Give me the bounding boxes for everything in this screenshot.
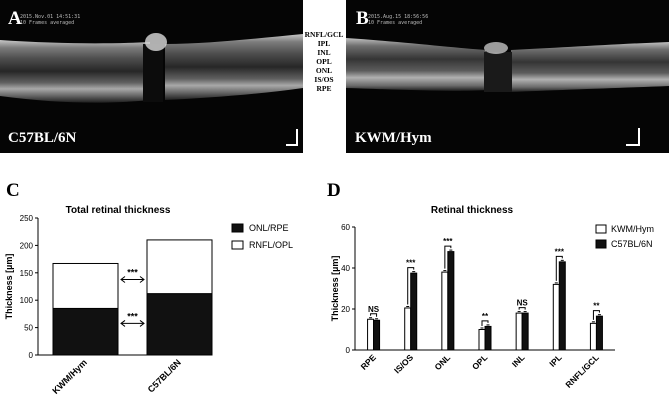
bar-segment xyxy=(52,262,119,309)
x-tick-label: IPL xyxy=(547,352,563,368)
y-tick-label: 250 xyxy=(20,214,34,223)
significance-bracket xyxy=(407,267,415,305)
x-tick-label: INL xyxy=(510,352,527,369)
bar xyxy=(373,319,381,351)
bar xyxy=(595,315,603,351)
oct-scan-graphic xyxy=(0,33,303,146)
x-tick-label: RPE xyxy=(359,352,379,372)
arrow-head-left xyxy=(120,276,126,283)
significance-label: *** xyxy=(127,311,138,321)
significance-bracket xyxy=(555,255,563,281)
significance-label: *** xyxy=(443,237,453,246)
x-tick-label: RNFL/GCL xyxy=(563,352,600,389)
significance-bracket xyxy=(444,245,452,269)
oct-image-kwmhym xyxy=(346,0,669,153)
layer-label: RPE xyxy=(316,84,332,93)
significance-label: NS xyxy=(368,305,380,314)
y-tick-label: 100 xyxy=(20,296,34,305)
y-tick-label: 60 xyxy=(341,223,350,232)
strain-label-c57bl6n: C57BL/6N xyxy=(8,130,77,146)
chart-retinal-thickness: Retinal thickness Thickness [µm] 0 20 40 60 NS… xyxy=(330,205,654,390)
y-axis-label: Thickness [µm] xyxy=(330,256,340,322)
panel-letter-a: A xyxy=(8,8,22,29)
oct-timestamp-a: 2015.Nov.01 14:51:31 10 Frames averaged xyxy=(20,14,81,26)
oct-scan-graphic xyxy=(346,38,669,146)
x-tick-label: C57BL/6N xyxy=(146,357,183,394)
x-tick-label: KWM/Hym xyxy=(50,357,89,396)
oct-image-c57bl6n xyxy=(0,0,303,153)
bar xyxy=(367,318,375,351)
strain-label-kwmhym: KWM/Hym xyxy=(355,130,432,146)
oct-timestamp-b: 2015.Aug.15 18:56:56 10 Frames averaged xyxy=(368,14,429,26)
layer-label: RNFL/GCL xyxy=(304,30,344,39)
arrow-head-left xyxy=(120,320,126,327)
layer-label: IPL xyxy=(317,39,331,48)
legend-label: KWM/Hym xyxy=(611,224,654,234)
panel-letter-b: B xyxy=(356,8,369,29)
legend-swatch xyxy=(595,239,607,249)
legend-label: ONL/RPE xyxy=(249,223,289,233)
layer-label: IS/OS xyxy=(314,75,334,84)
significance-bracket xyxy=(370,313,378,317)
y-tick-label: 0 xyxy=(29,351,34,360)
significance-bracket xyxy=(592,310,600,320)
significance-label: *** xyxy=(555,247,565,256)
bar xyxy=(447,251,455,351)
bar-segment xyxy=(52,307,119,356)
layer-label: INL xyxy=(317,48,331,57)
significance-label: NS xyxy=(517,299,529,308)
bar xyxy=(410,272,418,351)
x-tick-label: ONL xyxy=(433,352,453,372)
bar xyxy=(552,283,560,351)
panel-letter-c: C xyxy=(6,180,20,201)
bar xyxy=(515,312,523,351)
y-tick-label: 50 xyxy=(24,324,33,333)
y-tick-label: 40 xyxy=(341,264,350,273)
arrow-head-right xyxy=(139,276,145,283)
arrow-head-right xyxy=(139,320,145,327)
legend-swatch xyxy=(231,223,244,233)
bar xyxy=(484,325,492,351)
bar-segment xyxy=(146,293,213,356)
y-tick-label: 150 xyxy=(20,269,34,278)
bar xyxy=(441,271,449,351)
significance-label: *** xyxy=(127,267,138,277)
bar-segment xyxy=(146,239,213,295)
bar xyxy=(558,261,566,351)
legend-swatch xyxy=(595,224,607,234)
significance-bracket xyxy=(518,307,526,310)
legend-label: C57BL/6N xyxy=(611,239,653,249)
bar xyxy=(404,307,412,351)
y-tick-label: 200 xyxy=(20,241,34,250)
chart-title: Total retinal thickness xyxy=(66,205,171,216)
chart-title: Retinal thickness xyxy=(431,205,514,216)
x-tick-label: IS/OS xyxy=(392,352,415,375)
layer-label: OPL xyxy=(316,57,332,66)
y-tick-label: 0 xyxy=(346,346,351,355)
significance-label: *** xyxy=(406,259,416,268)
bar xyxy=(478,329,486,351)
x-tick-label: OPL xyxy=(470,352,489,371)
y-tick-label: 20 xyxy=(341,305,350,314)
panel-letter-d: D xyxy=(327,180,341,201)
significance-label: ** xyxy=(593,302,600,311)
y-axis-label: Thickness [µm] xyxy=(4,254,14,320)
bar xyxy=(589,322,597,351)
significance-bracket xyxy=(481,320,489,326)
legend-swatch xyxy=(231,240,244,250)
significance-label: ** xyxy=(482,312,489,321)
bar xyxy=(521,312,529,351)
retinal-layer-labels: RNFL/GCL IPL INL OPL ONL IS/OS RPE xyxy=(300,30,348,93)
layer-label: ONL xyxy=(315,66,333,75)
chart-total-retinal-thickness: Total retinal thickness Thickness [µm] 0 50… xyxy=(4,205,293,396)
legend-label: RNFL/OPL xyxy=(249,240,293,250)
